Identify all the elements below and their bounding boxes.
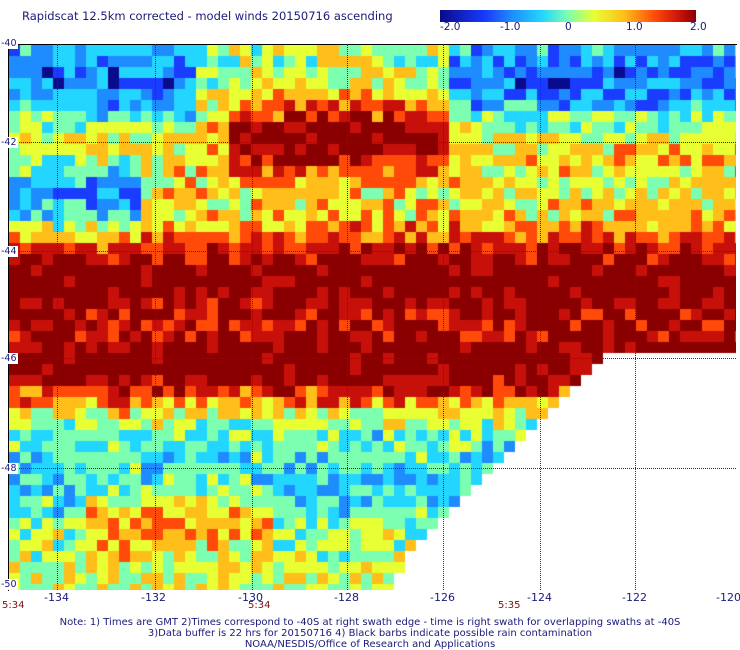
swath-time-label: 5:34 — [2, 600, 25, 611]
latitude-gridline — [8, 468, 736, 469]
footnote-line: Note: 1) Times are GMT 2)Times correspon… — [59, 617, 681, 628]
longitude-label: -120 — [716, 591, 740, 604]
footnote-line: NOAA/NESDIS/Office of Research and Appli… — [244, 639, 496, 650]
wind-difference-swath — [9, 45, 736, 590]
longitude-gridline — [540, 44, 541, 590]
colorbar-tick: 1.0 — [626, 21, 643, 33]
latitude-gridline — [8, 358, 736, 359]
longitude-gridline — [443, 44, 444, 590]
longitude-label: -132 — [141, 591, 166, 604]
color-scale-bar — [440, 10, 696, 22]
latitude-label: -40 — [0, 38, 18, 49]
colorbar-tick: 2.0 — [690, 21, 707, 33]
footnote-line: 3)Data buffer is 22 hrs for 20150716 4) … — [147, 628, 593, 639]
longitude-label: -122 — [622, 591, 647, 604]
longitude-gridline — [252, 44, 253, 590]
swath-time-label: 5:34 — [248, 600, 271, 611]
longitude-gridline — [347, 44, 348, 590]
latitude-label: -44 — [0, 246, 18, 257]
longitude-label: -130 — [238, 591, 263, 604]
colorbar-tick: -2.0 — [440, 21, 461, 33]
latitude-label: -46 — [0, 353, 18, 364]
longitude-gridline — [57, 44, 58, 590]
map-frame — [8, 44, 737, 591]
latitude-label: -42 — [0, 137, 18, 148]
swath-time-label: 5:35 — [498, 600, 521, 611]
longitude-label: -134 — [44, 591, 69, 604]
longitude-gridline — [155, 44, 156, 590]
latitude-label: -50 — [0, 579, 18, 590]
colorbar-tick: -1.0 — [500, 21, 521, 33]
colorbar-tick: 0 — [565, 21, 572, 33]
longitude-label: -128 — [334, 591, 359, 604]
longitude-label: -126 — [430, 591, 455, 604]
latitude-gridline — [8, 251, 736, 252]
latitude-gridline — [8, 142, 736, 143]
latitude-label: -48 — [0, 463, 18, 474]
longitude-label: -124 — [527, 591, 552, 604]
map-title: Rapidscat 12.5km corrected - model winds… — [22, 9, 393, 23]
longitude-gridline — [635, 44, 636, 590]
